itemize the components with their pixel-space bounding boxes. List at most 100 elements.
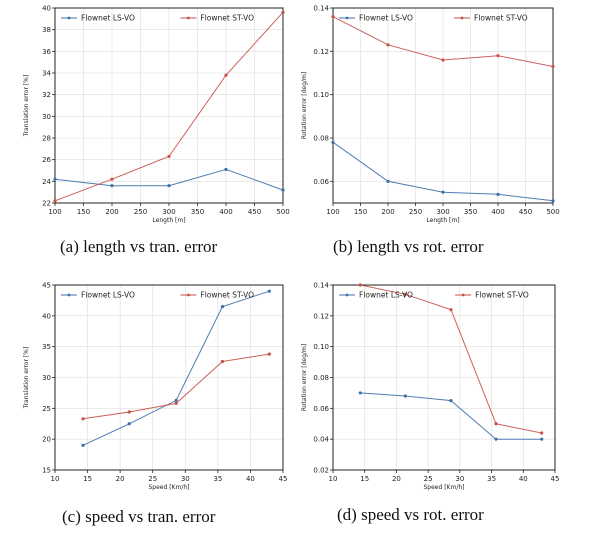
legend-marker — [67, 16, 71, 20]
x-tick-label: 250 — [134, 208, 147, 216]
legend: Flownet LS-VO Flownet ST-VO — [339, 291, 529, 300]
y-tick-label: 30 — [42, 113, 51, 121]
x-tick-label: 100 — [326, 208, 339, 216]
y-tick-label: 0.06 — [313, 405, 329, 413]
data-point — [496, 192, 500, 196]
legend-label: Flownet ST-VO — [200, 291, 254, 300]
y-tick-label: 0.14 — [313, 282, 329, 290]
x-tick-label: 350 — [464, 208, 477, 216]
x-axis-label: Speed [Km/h] — [148, 484, 189, 491]
x-tick-label: 35 — [487, 475, 496, 483]
x-tick-label: 15 — [360, 475, 369, 483]
data-point — [281, 10, 285, 14]
data-point — [224, 73, 228, 77]
panel-caption: (a) length vs tran. error — [60, 237, 218, 256]
y-tick-label: 34 — [42, 70, 51, 78]
x-tick-label: 20 — [392, 475, 401, 483]
panel-caption: (b) length vs rot. error — [333, 237, 484, 256]
x-tick-label: 10 — [51, 475, 60, 483]
x-tick-label: 300 — [436, 208, 449, 216]
y-tick-label: 36 — [42, 48, 51, 56]
x-tick-label: 20 — [116, 475, 125, 483]
y-tick-label: 15 — [42, 467, 51, 475]
x-tick-label: 500 — [276, 208, 289, 216]
y-tick-label: 32 — [42, 91, 51, 99]
y-tick-label: 40 — [42, 5, 51, 13]
y-tick-label: 24 — [42, 178, 51, 186]
data-point — [331, 140, 335, 144]
data-point — [127, 422, 131, 426]
legend-label: Flownet ST-VO — [200, 14, 254, 23]
x-tick-label: 450 — [248, 208, 261, 216]
data-point — [220, 359, 225, 364]
legend-label: Flownet LS-VO — [81, 291, 135, 300]
legend-marker — [345, 16, 349, 20]
legend-marker — [187, 293, 190, 297]
legend: Flownet LS-VO Flownet ST-VO — [61, 14, 254, 23]
data-point — [220, 304, 225, 309]
data-point — [267, 352, 271, 356]
data-point — [110, 184, 114, 188]
data-point — [358, 391, 362, 395]
data-point — [386, 179, 390, 183]
y-tick-label: 0.12 — [313, 312, 329, 320]
y-tick-label: 45 — [42, 282, 51, 290]
data-point — [81, 417, 85, 421]
data-point — [224, 167, 228, 172]
y-tick-label: 25 — [42, 405, 51, 413]
legend-label: Flownet ST-VO — [475, 291, 529, 300]
legend-label: Flownet ST-VO — [474, 14, 528, 23]
data-point — [167, 154, 171, 159]
y-tick-label: 0.08 — [313, 374, 329, 382]
legend-label: Flownet LS-VO — [81, 14, 135, 23]
chart-panel-d: 10 15 20 25 30 35 40 45 0.02 0.04 0.06 0.08 0.10 0.12… — [301, 282, 559, 525]
x-tick-label: 400 — [491, 208, 504, 216]
legend-label: Flownet LS-VO — [359, 14, 413, 23]
data-point — [174, 398, 178, 402]
x-tick-label: 200 — [105, 208, 118, 216]
x-tick-label: 40 — [519, 475, 528, 483]
data-point — [53, 177, 57, 181]
y-tick-label: 20 — [42, 436, 51, 444]
data-point — [441, 58, 445, 62]
x-tick-label: 150 — [354, 208, 367, 216]
y-tick-label: 35 — [42, 343, 51, 351]
data-point — [551, 199, 555, 203]
panel-caption: (d) speed vs rot. error — [337, 505, 484, 524]
legend-marker — [67, 293, 71, 297]
x-tick-label: 45 — [279, 475, 288, 483]
legend-label: Flownet LS-VO — [359, 291, 413, 300]
chart-panel-a: 100 150 200 250 300 350 400 450 500 22 24 26 28 30 32 3… — [23, 5, 290, 257]
legend-marker — [187, 16, 190, 20]
data-point — [449, 308, 453, 312]
y-tick-label: 22 — [42, 200, 51, 208]
y-axis-label: Rotation error [deg/m] — [301, 344, 308, 411]
y-tick-label: 0.08 — [313, 135, 329, 143]
data-point — [81, 443, 85, 447]
data-point — [110, 177, 114, 181]
x-tick-label: 15 — [83, 475, 92, 483]
x-tick-label: 350 — [191, 208, 204, 216]
data-point — [551, 64, 555, 69]
data-point — [127, 410, 131, 414]
data-point — [174, 401, 178, 405]
x-tick-label: 40 — [246, 475, 255, 483]
y-axis-label: Rotation error [deg/m] — [301, 72, 308, 139]
x-tick-label: 400 — [219, 208, 232, 216]
x-axis-label: Speed [Km/h] — [423, 484, 464, 491]
data-point — [403, 394, 407, 398]
data-point — [496, 54, 500, 58]
y-tick-label: 0.10 — [313, 91, 329, 99]
y-tick-label: 0.10 — [313, 343, 329, 351]
y-axis-label: Translation error [%] — [23, 347, 30, 409]
x-tick-label: 250 — [409, 208, 422, 216]
y-tick-label: 28 — [42, 135, 51, 143]
y-tick-label: 26 — [42, 156, 51, 164]
legend: Flownet LS-VO Flownet ST-VO — [339, 14, 528, 23]
data-point — [331, 15, 335, 19]
y-tick-label: 0.02 — [313, 467, 329, 475]
data-point — [358, 283, 362, 287]
y-tick-label: 30 — [42, 374, 51, 382]
x-tick-label: 450 — [519, 208, 532, 216]
